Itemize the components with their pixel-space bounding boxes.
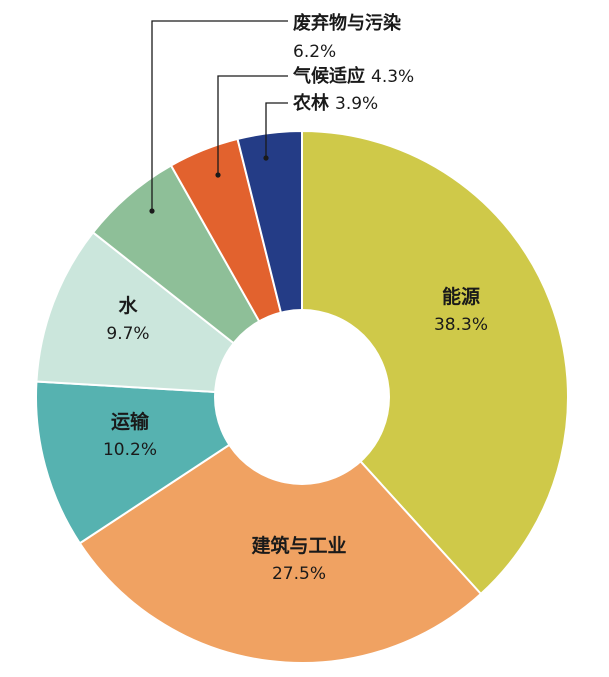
slice-energy	[301, 129, 569, 596]
label-name-energy: 能源	[442, 285, 480, 308]
labels-group: 能源 38.3% 建筑与工业 27.5% 运输 10.2% 水 9.7% 废弃物与污染 6.2% 气…	[103, 12, 488, 584]
label-value-building-industry: 27.5%	[272, 564, 326, 584]
leader-line-agri-forestry	[265, 102, 288, 158]
label-agri-forestry: 农林 3.9%	[292, 92, 378, 114]
label-climate-adaptation: 气候适应 4.3%	[292, 65, 414, 87]
leader-dot-waste-pollution	[149, 208, 155, 214]
label-name-waste-pollution: 废弃物与污染	[293, 12, 402, 34]
label-value-transport: 10.2%	[103, 440, 157, 460]
label-name-agri-forestry: 农林	[292, 92, 329, 114]
leaders-group	[149, 20, 288, 214]
label-name-building-industry: 建筑与工业	[251, 534, 346, 557]
label-name-water: 水	[118, 295, 138, 317]
leader-line-climate-adaptation	[217, 75, 288, 175]
label-value-agri-forestry: 3.9%	[335, 94, 378, 114]
leader-dot-climate-adaptation	[215, 172, 221, 178]
leader-dot-agri-forestry	[263, 155, 269, 161]
label-value-energy: 38.3%	[434, 315, 488, 335]
label-name-climate-adaptation: 气候适应	[292, 65, 365, 87]
label-name-transport: 运输	[111, 410, 150, 433]
donut-hole	[214, 309, 390, 485]
slice-building-industry	[78, 395, 483, 664]
label-value-water: 9.7%	[106, 324, 149, 344]
label-value-climate-adaptation: 4.3%	[371, 67, 414, 87]
label-value-waste-pollution: 6.2%	[293, 42, 336, 62]
leader-line-waste-pollution	[151, 20, 288, 211]
